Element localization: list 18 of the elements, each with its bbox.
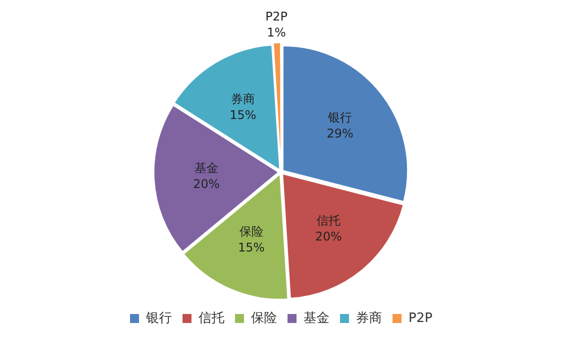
slice-label: 券商: [230, 92, 255, 106]
slice-label: 银行: [327, 110, 352, 124]
data-label: 29%: [326, 126, 354, 140]
data-label: 15%: [238, 240, 265, 255]
data-label: 20%: [193, 176, 220, 191]
data-label: 20%: [315, 230, 342, 244]
legend-label: P2P: [408, 310, 433, 326]
legend-label: 保险: [251, 310, 278, 326]
legend-label: 银行: [145, 310, 172, 326]
slice-label: 信托: [316, 214, 341, 228]
slice-label: 基金: [194, 160, 218, 175]
legend-label: 券商: [356, 310, 382, 326]
data-label: 1%: [266, 26, 286, 40]
slice-label: 保险: [239, 224, 264, 239]
legend-label: 信托: [198, 310, 225, 326]
data-label: 15%: [230, 108, 256, 122]
slice-label: P2P: [265, 10, 288, 24]
legend-label: 基金: [304, 310, 330, 326]
